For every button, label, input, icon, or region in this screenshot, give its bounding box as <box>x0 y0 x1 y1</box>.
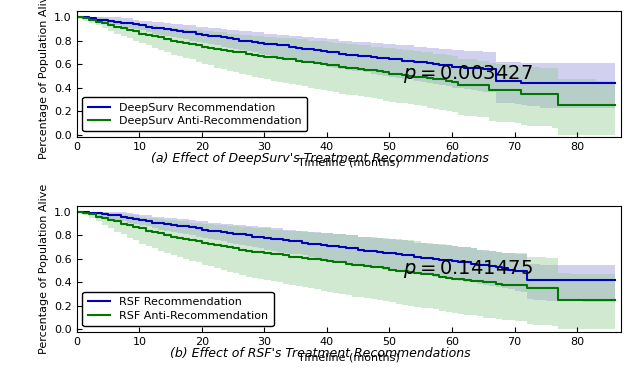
RSF Anti-Recommendation <box>229 246 237 251</box>
RSF Anti-Recommendation <box>298 256 306 260</box>
DeepSurv Recommendation <box>342 52 349 57</box>
Text: (b) Effect of RSF's Treatment Recommendations: (b) Effect of RSF's Treatment Recommenda… <box>170 347 470 360</box>
Y-axis label: Percentage of Population Alive: Percentage of Population Alive <box>38 0 49 159</box>
Line: DeepSurv Recommendation: DeepSurv Recommendation <box>77 17 614 83</box>
DeepSurv Anti-Recommendation <box>554 103 562 107</box>
RSF Anti-Recommendation <box>511 282 518 287</box>
DeepSurv Anti-Recommendation <box>611 103 618 107</box>
RSF Anti-Recommendation <box>192 239 200 244</box>
X-axis label: Timeline (months): Timeline (months) <box>298 157 399 167</box>
DeepSurv Recommendation <box>511 78 518 83</box>
DeepSurv Recommendation <box>229 37 237 42</box>
RSF Recommendation <box>161 221 168 226</box>
RSF Anti-Recommendation <box>611 298 618 302</box>
Legend: DeepSurv Recommendation, DeepSurv Anti-Recommendation: DeepSurv Recommendation, DeepSurv Anti-R… <box>83 97 307 132</box>
DeepSurv Recommendation <box>611 81 618 85</box>
Legend: RSF Recommendation, RSF Anti-Recommendation: RSF Recommendation, RSF Anti-Recommendat… <box>83 292 274 326</box>
RSF Recommendation <box>511 268 518 273</box>
Line: DeepSurv Anti-Recommendation: DeepSurv Anti-Recommendation <box>77 17 614 105</box>
RSF Anti-Recommendation <box>554 298 562 302</box>
RSF Recommendation <box>192 226 200 231</box>
DeepSurv Anti-Recommendation <box>229 50 237 55</box>
RSF Anti-Recommendation <box>342 261 349 266</box>
Line: RSF Anti-Recommendation: RSF Anti-Recommendation <box>77 212 614 300</box>
DeepSurv Anti-Recommendation <box>342 66 349 70</box>
Text: $p=0.141475$: $p=0.141475$ <box>403 258 533 280</box>
DeepSurv Recommendation <box>517 81 525 85</box>
RSF Anti-Recommendation <box>161 233 168 238</box>
DeepSurv Recommendation <box>192 31 200 36</box>
RSF Recommendation <box>298 240 306 245</box>
DeepSurv Recommendation <box>73 15 81 20</box>
Y-axis label: Percentage of Population Alive: Percentage of Population Alive <box>38 184 49 354</box>
RSF Anti-Recommendation <box>73 210 81 214</box>
DeepSurv Anti-Recommendation <box>73 15 81 20</box>
DeepSurv Anti-Recommendation <box>161 37 168 42</box>
RSF Recommendation <box>229 232 237 236</box>
Text: $p=0.003427$: $p=0.003427$ <box>403 63 533 85</box>
DeepSurv Anti-Recommendation <box>298 60 306 64</box>
Text: (a) Effect of DeepSurv's Treatment Recommendations: (a) Effect of DeepSurv's Treatment Recom… <box>151 152 489 165</box>
DeepSurv Anti-Recommendation <box>192 43 200 48</box>
RSF Recommendation <box>523 278 531 282</box>
DeepSurv Anti-Recommendation <box>511 88 518 92</box>
X-axis label: Timeline (months): Timeline (months) <box>298 352 399 362</box>
RSF Recommendation <box>73 210 81 214</box>
DeepSurv Recommendation <box>298 47 306 51</box>
Line: RSF Recommendation: RSF Recommendation <box>77 212 614 280</box>
RSF Recommendation <box>342 246 349 251</box>
DeepSurv Recommendation <box>161 27 168 31</box>
RSF Recommendation <box>611 278 618 282</box>
